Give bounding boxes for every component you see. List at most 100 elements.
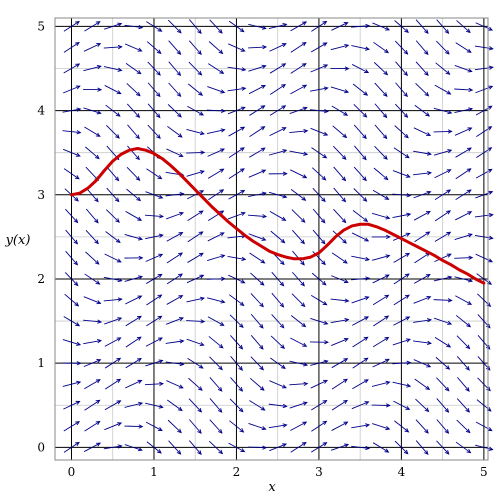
field-arrow-shaft — [454, 276, 473, 282]
field-arrow-head — [280, 344, 286, 349]
field-arrow-head — [365, 445, 371, 451]
field-arrow-head — [176, 71, 182, 77]
field-arrow-shaft — [290, 169, 307, 179]
field-arrow — [289, 401, 308, 409]
field-arrow — [105, 209, 120, 223]
field-arrow-head — [426, 132, 432, 136]
field-arrow-shaft — [127, 145, 140, 160]
field-arrow-head — [76, 341, 82, 346]
field-arrow-shaft — [209, 419, 223, 434]
field-arrow-shaft — [373, 167, 388, 180]
field-arrow-shaft — [62, 130, 81, 134]
field-arrow — [454, 127, 473, 136]
field-arrow-head — [321, 175, 327, 181]
field-arrow-head — [403, 50, 409, 55]
field-arrow-shaft — [394, 125, 409, 139]
field-arrow — [351, 296, 370, 304]
field-arrow-shaft — [248, 85, 266, 95]
field-arrow-shaft — [206, 129, 225, 135]
field-arrow-shaft — [352, 379, 369, 390]
field-arrow-head — [446, 189, 452, 194]
field-arrow-head — [323, 131, 329, 136]
field-arrow-shaft — [145, 360, 163, 367]
field-arrow-shaft — [188, 419, 202, 434]
field-arrow — [83, 319, 103, 324]
field-arrow — [352, 336, 369, 348]
field-arrow-shaft — [106, 187, 120, 202]
field-arrow-shaft — [289, 402, 307, 409]
field-arrow-shaft — [104, 337, 121, 347]
field-arrow — [126, 188, 142, 202]
field-arrow-shaft — [436, 377, 450, 392]
field-arrow — [228, 147, 245, 159]
field-arrow-head — [427, 170, 432, 176]
field-arrow-head — [385, 234, 391, 240]
field-arrow-head — [324, 340, 329, 345]
field-arrow-head — [177, 406, 183, 412]
field-arrow-shaft — [454, 233, 472, 240]
field-arrow — [310, 379, 328, 389]
field-arrow — [372, 294, 390, 306]
field-arrow — [229, 398, 244, 413]
field-arrow — [248, 445, 268, 450]
field-arrow-shaft — [310, 127, 328, 136]
field-arrow — [371, 380, 391, 387]
field-arrow — [207, 254, 226, 261]
field-arrow — [433, 129, 453, 134]
field-arrow-head — [444, 386, 450, 392]
field-arrow-shaft — [374, 103, 387, 118]
field-arrow-head — [238, 387, 244, 392]
field-arrow-head — [178, 317, 184, 322]
field-arrow — [248, 191, 267, 198]
field-arrow-shaft — [475, 253, 493, 263]
field-arrow — [353, 166, 367, 182]
field-arrow — [63, 316, 81, 327]
field-arrow-shaft — [104, 317, 122, 325]
field-arrow-shaft — [168, 82, 181, 97]
field-arrow-shaft — [207, 148, 225, 157]
field-arrow-shaft — [227, 212, 246, 220]
field-arrow — [392, 212, 412, 219]
field-arrow — [188, 419, 202, 434]
field-arrow-head — [466, 322, 472, 328]
field-arrow-shaft — [104, 85, 121, 95]
field-arrow-head — [444, 408, 450, 413]
field-arrow-shaft — [104, 378, 121, 390]
field-arrow-shaft — [227, 87, 246, 92]
field-arrow — [83, 87, 103, 92]
field-arrow-shaft — [248, 169, 266, 178]
field-arrow-shaft — [248, 423, 266, 430]
field-arrow-shaft — [168, 40, 181, 55]
field-arrow-shaft — [63, 21, 80, 32]
field-arrow-head — [343, 378, 348, 383]
field-arrow-shaft — [209, 19, 223, 34]
field-arrow-head — [136, 69, 142, 75]
field-arrow-shaft — [271, 314, 285, 329]
field-arrow-shaft — [455, 441, 471, 454]
field-arrow-head — [117, 277, 123, 283]
field-arrow — [250, 293, 264, 308]
field-arrow — [206, 128, 226, 135]
field-arrow-shaft — [395, 82, 408, 97]
field-arrow-shaft — [147, 82, 161, 97]
field-arrow-head — [446, 253, 452, 258]
field-arrow-head — [467, 278, 473, 283]
field-arrow-head — [158, 233, 164, 238]
field-arrow-head — [425, 112, 431, 117]
field-arrow-head — [446, 210, 452, 215]
field-arrow — [374, 145, 388, 160]
field-arrow-shaft — [62, 339, 81, 346]
field-arrow-shaft — [436, 419, 449, 434]
field-arrow-shaft — [228, 442, 245, 453]
field-arrow — [476, 273, 492, 285]
field-arrow-head — [198, 91, 203, 96]
field-arrow-shaft — [227, 235, 246, 239]
field-arrow — [103, 44, 123, 50]
field-arrow — [372, 274, 390, 284]
field-arrow-shaft — [145, 253, 163, 262]
field-arrow — [126, 166, 141, 181]
field-arrow-shaft — [144, 214, 163, 217]
field-arrow — [209, 377, 223, 392]
field-arrow — [186, 190, 205, 200]
